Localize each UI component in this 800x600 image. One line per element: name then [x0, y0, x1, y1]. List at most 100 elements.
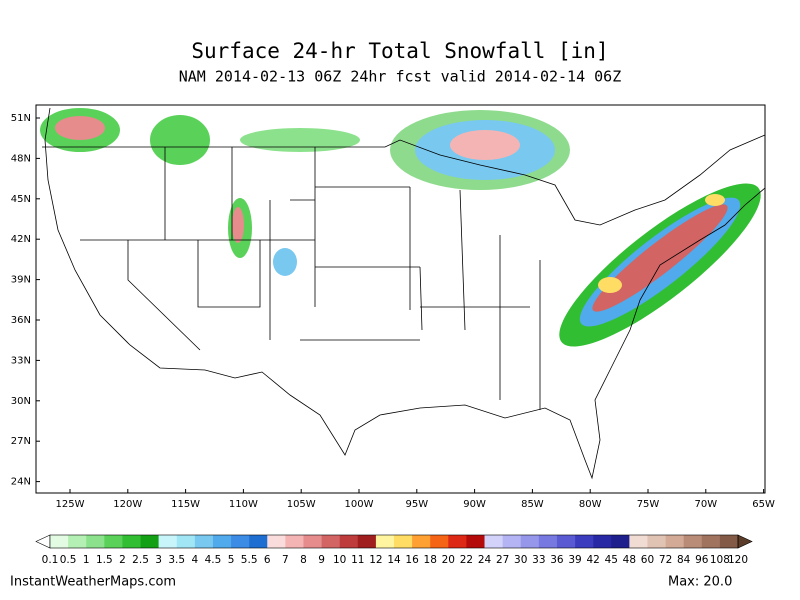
snowfall-area	[705, 194, 725, 206]
colorbar-swatch	[375, 535, 395, 548]
colorbar-label: 24	[478, 554, 492, 566]
colorbar-swatch	[176, 535, 196, 548]
snowfall-area	[240, 128, 360, 152]
snowfall-area	[450, 130, 520, 160]
colorbar-label: 96	[695, 554, 709, 566]
colorbar-swatch	[104, 535, 123, 548]
colorbar-swatch	[231, 535, 250, 548]
colorbar-label: 30	[514, 554, 527, 566]
colorbar-label: 3	[155, 554, 162, 566]
colorbar-swatch	[122, 535, 141, 548]
colorbar-label: 45	[605, 554, 618, 566]
subtitle: NAM 2014-02-13 06Z 24hr fcst valid 2014-…	[179, 68, 622, 86]
colorbar-label: 33	[532, 554, 545, 566]
longitude-label: 100W	[345, 499, 374, 510]
longitude-label: 95W	[405, 499, 428, 510]
map-frame	[35, 104, 766, 494]
colorbar-swatch	[86, 535, 105, 548]
colorbar-swatch	[357, 535, 377, 548]
colorbar-label: 16	[405, 554, 419, 566]
colorbar-swatch	[267, 535, 286, 548]
boundaries	[42, 107, 766, 480]
colorbar-swatch	[412, 535, 431, 548]
canada-border	[42, 134, 766, 226]
colorbar-label: 11	[351, 554, 364, 566]
longitude-label: 70W	[694, 499, 717, 510]
colorbar-swatch	[484, 535, 503, 548]
colorbar-swatch	[50, 535, 69, 548]
colorbar-label: 2	[119, 554, 126, 566]
snowfall-areas	[40, 108, 761, 347]
colorbar-swatch	[394, 535, 413, 548]
colorbar-swatch	[665, 535, 684, 548]
colorbar-label: 2.5	[132, 554, 149, 566]
colorbar-swatch	[538, 535, 558, 548]
colorbar-label: 27	[496, 554, 509, 566]
colorbar-label: 4.5	[205, 554, 222, 566]
snowfall-area	[273, 248, 297, 276]
colorbar-label: 0.1	[42, 554, 59, 566]
longitude-label: 65W	[752, 499, 775, 510]
latitude-label: 24N	[11, 477, 31, 488]
longitude-label: 105W	[287, 499, 316, 510]
latitude-label: 33N	[11, 355, 31, 366]
colorbar-swatch	[249, 535, 268, 548]
colorbar-label: 39	[568, 554, 581, 566]
colorbar-label: 14	[387, 554, 401, 566]
colorbar-swatch	[285, 535, 304, 548]
colorbar-label: 20	[442, 554, 455, 566]
colorbar-swatch	[303, 535, 322, 548]
colorbar-label: 48	[623, 554, 636, 566]
colorbar-label: 36	[550, 554, 564, 566]
colorbar-swatch	[194, 535, 214, 548]
colorbar-label: 12	[369, 554, 382, 566]
colorbar-label: 108	[710, 554, 730, 566]
colorbar-swatch	[611, 535, 630, 548]
longitude-label: 110W	[229, 499, 258, 510]
colorbar-label: 120	[728, 554, 748, 566]
colorbar-label: 6	[264, 554, 271, 566]
latitude-label: 30N	[11, 396, 31, 407]
colorbar-swatch	[647, 535, 666, 548]
colorbar-label: 8	[300, 554, 307, 566]
state-lines	[80, 147, 541, 410]
longitude-label: 125W	[56, 499, 85, 510]
colorbar-label: 10	[333, 554, 346, 566]
title: Surface 24-hr Total Snowfall [in]	[191, 39, 608, 63]
colorbar-label: 9	[318, 554, 325, 566]
colorbar-label: 84	[677, 554, 691, 566]
colorbar-swatch	[719, 535, 739, 548]
site-name: InstantWeatherMaps.com	[10, 575, 176, 590]
longitude-label: 115W	[171, 499, 200, 510]
colorbar-label: 42	[586, 554, 599, 566]
longitude-label: 120W	[113, 499, 142, 510]
snowfall-area	[598, 277, 622, 293]
colorbar-label: 5.5	[241, 554, 258, 566]
latitude-label: 27N	[11, 436, 31, 447]
colorbar-under	[35, 534, 51, 549]
colorbar-label: 1.5	[96, 554, 113, 566]
latitude-label: 39N	[11, 275, 31, 286]
snowfall-area	[592, 204, 728, 312]
latitude-label: 36N	[11, 315, 31, 326]
colorbar-label: 18	[424, 554, 437, 566]
colorbar-frame	[49, 534, 739, 549]
latitude-labels: 51N 48N 45N 42N 39N 36N 33N 30N 27N 24N	[11, 113, 40, 488]
colorbar-swatch	[339, 535, 359, 548]
colorbar-swatch	[593, 535, 612, 548]
longitude-label: 80W	[579, 499, 602, 510]
latitude-label: 48N	[11, 153, 31, 164]
snowfall-area	[55, 116, 105, 140]
coastline	[44, 107, 766, 480]
colorbar-label: 60	[641, 554, 654, 566]
colorbar-swatch	[448, 535, 467, 548]
colorbar: 0.1 0.5 1 1.5 2 2.5 3 3.5 4 4.5 5 5.5 6 7 8 9 10 11 12 14 16…	[35, 534, 753, 566]
colorbar-swatch	[321, 535, 340, 548]
colorbar-swatch	[466, 535, 485, 548]
colorbar-swatch	[430, 535, 449, 548]
snowfall-area	[150, 115, 210, 165]
longitude-label: 90W	[463, 499, 486, 510]
longitude-label: 75W	[637, 499, 660, 510]
